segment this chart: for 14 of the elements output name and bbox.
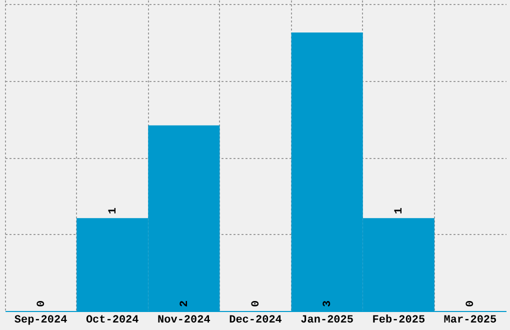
x-tick-label: Dec-2024 [229,314,282,326]
x-tick-label: Nov-2024 [158,314,211,326]
x-tick-label: Oct-2024 [86,314,140,326]
data-label: 1 [107,207,120,214]
x-tick-label: Mar-2025 [444,314,498,326]
data-label: 0 [250,300,262,307]
data-label: 3 [322,300,334,307]
x-tick-label: Sep-2024 [14,314,68,326]
data-label: 0 [36,300,48,307]
data-label: 2 [178,300,191,307]
x-tick-label: Jan-2025 [300,314,354,326]
data-label: 0 [465,300,478,307]
data-label: 1 [394,207,406,214]
x-tick-label: Feb-2025 [372,314,426,326]
